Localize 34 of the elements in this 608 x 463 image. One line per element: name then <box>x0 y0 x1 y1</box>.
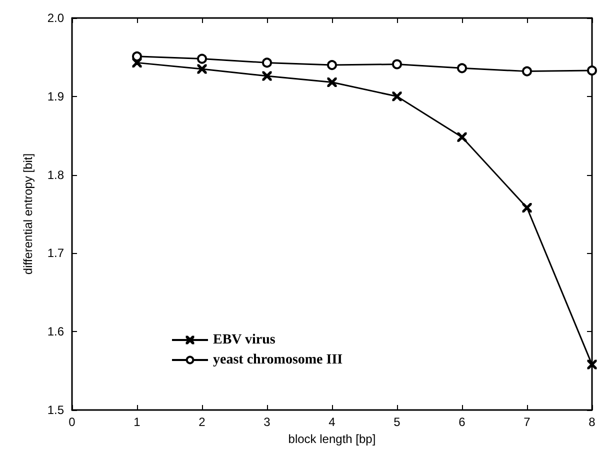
y-tick-label: 2.0 <box>47 11 64 25</box>
point <box>587 360 597 370</box>
y-tick-label: 1.8 <box>47 168 64 182</box>
point <box>197 54 207 64</box>
x-tick-label: 1 <box>134 415 141 429</box>
x-tick-label: 2 <box>198 415 206 429</box>
legend-label: EBV virus <box>213 332 276 348</box>
point <box>587 66 597 76</box>
y-tick-label: 1.9 <box>47 89 64 104</box>
x-axis-title: block length [bp] <box>288 432 376 446</box>
point <box>132 51 142 62</box>
y-tick-label: 1.5 <box>47 403 64 417</box>
x-tick-label: 5 <box>394 415 401 429</box>
point <box>522 202 532 212</box>
point <box>457 63 467 74</box>
point <box>197 64 207 74</box>
point <box>262 71 272 81</box>
point <box>327 60 337 70</box>
x-tick-label: 0 <box>68 415 76 429</box>
point <box>522 66 532 76</box>
y-tick-label: 1.6 <box>47 324 64 339</box>
x-tick-label: 8 <box>588 415 596 429</box>
x-tick-label: 3 <box>264 415 271 429</box>
x-tick-label: 4 <box>328 415 336 429</box>
point <box>392 92 402 102</box>
y-tick-label: 1.7 <box>47 246 64 260</box>
x-tick-label: 6 <box>458 415 466 429</box>
point <box>457 132 467 142</box>
point <box>392 59 402 70</box>
point <box>327 78 337 88</box>
y-axis-title: differential entropy [bit] <box>21 153 35 275</box>
legend-label: yeast chromosome III <box>213 352 343 368</box>
x-tick-label: 7 <box>524 415 531 429</box>
point <box>262 58 272 68</box>
